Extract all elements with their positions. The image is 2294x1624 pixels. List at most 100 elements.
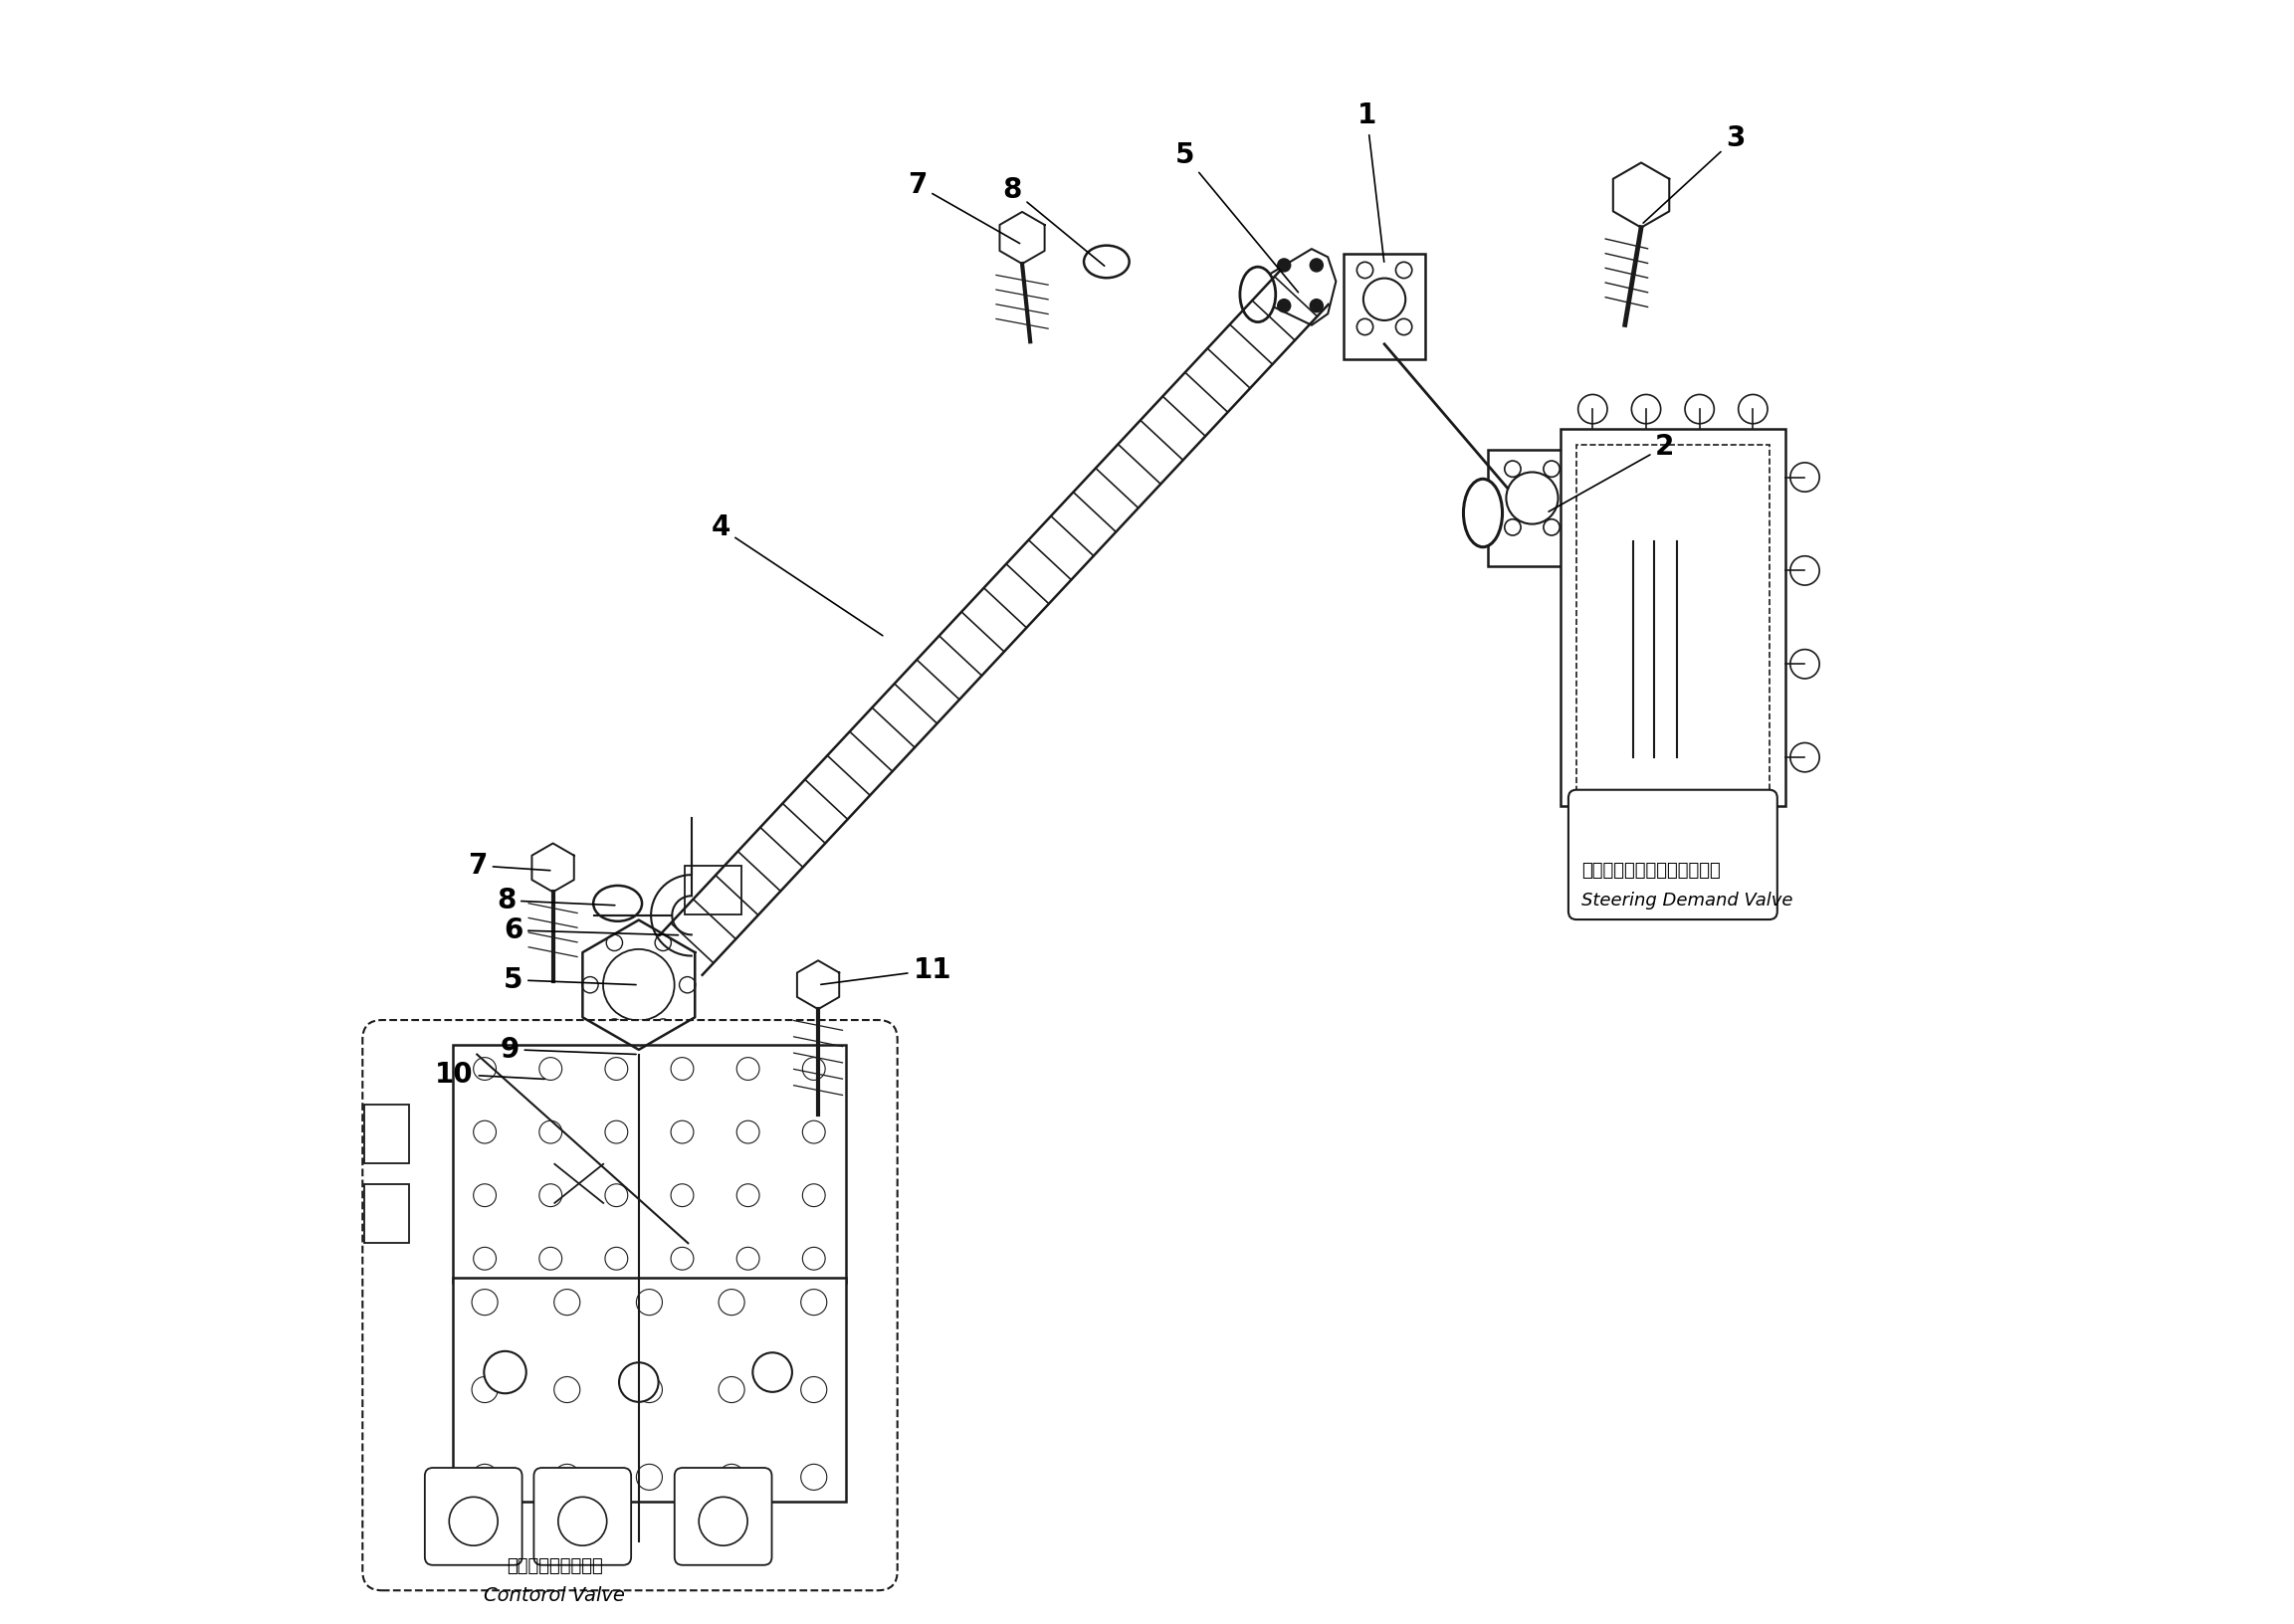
- Circle shape: [1739, 395, 1769, 424]
- Circle shape: [718, 1465, 746, 1491]
- Circle shape: [635, 1377, 663, 1403]
- Ellipse shape: [594, 885, 642, 921]
- Polygon shape: [532, 843, 574, 892]
- Circle shape: [603, 948, 674, 1020]
- Circle shape: [473, 1184, 496, 1207]
- Circle shape: [736, 1121, 759, 1143]
- FancyBboxPatch shape: [362, 1020, 897, 1590]
- Circle shape: [606, 1184, 629, 1207]
- Text: Steering Demand Valve: Steering Demand Valve: [1581, 892, 1794, 909]
- Text: 8: 8: [1002, 175, 1103, 266]
- Circle shape: [555, 1465, 580, 1491]
- Circle shape: [1310, 299, 1324, 312]
- Circle shape: [700, 1497, 748, 1546]
- Circle shape: [1278, 299, 1292, 312]
- Circle shape: [484, 1351, 525, 1393]
- Circle shape: [473, 1121, 496, 1143]
- Circle shape: [473, 1289, 498, 1315]
- Circle shape: [803, 1057, 826, 1080]
- FancyBboxPatch shape: [1569, 789, 1778, 919]
- Bar: [365, 1104, 408, 1163]
- Circle shape: [635, 1289, 663, 1315]
- Circle shape: [1356, 261, 1374, 278]
- Polygon shape: [796, 960, 840, 1009]
- Text: コントロールバルブ: コントロールバルブ: [507, 1557, 603, 1575]
- Text: ステアリングデマンドバルブ: ステアリングデマンドバルブ: [1581, 862, 1720, 880]
- Circle shape: [606, 1018, 622, 1034]
- Circle shape: [539, 1247, 562, 1270]
- Text: 1: 1: [1358, 102, 1383, 261]
- Bar: [1489, 450, 1576, 567]
- Circle shape: [1505, 520, 1521, 536]
- Circle shape: [619, 1363, 658, 1402]
- Ellipse shape: [1241, 266, 1275, 322]
- Circle shape: [670, 1057, 693, 1080]
- Text: 6: 6: [502, 916, 679, 944]
- Circle shape: [679, 976, 695, 992]
- Circle shape: [736, 1057, 759, 1080]
- Circle shape: [1395, 261, 1413, 278]
- Polygon shape: [583, 921, 695, 1049]
- Circle shape: [1631, 395, 1661, 424]
- Circle shape: [1395, 318, 1413, 335]
- Circle shape: [473, 1465, 498, 1491]
- Circle shape: [557, 1497, 608, 1546]
- FancyBboxPatch shape: [674, 1468, 771, 1566]
- Bar: [365, 1184, 408, 1242]
- Circle shape: [473, 1247, 496, 1270]
- Polygon shape: [1000, 211, 1044, 263]
- Circle shape: [1505, 461, 1521, 477]
- Circle shape: [670, 1121, 693, 1143]
- Circle shape: [670, 1247, 693, 1270]
- Circle shape: [736, 1184, 759, 1207]
- Circle shape: [752, 1353, 791, 1392]
- FancyBboxPatch shape: [424, 1468, 523, 1566]
- Circle shape: [1310, 258, 1324, 271]
- FancyBboxPatch shape: [535, 1468, 631, 1566]
- Ellipse shape: [1464, 479, 1503, 547]
- Circle shape: [606, 1121, 629, 1143]
- Circle shape: [801, 1377, 826, 1403]
- Text: 10: 10: [436, 1060, 544, 1088]
- Circle shape: [1684, 395, 1714, 424]
- Circle shape: [1507, 473, 1558, 525]
- Circle shape: [1789, 555, 1819, 585]
- Circle shape: [1278, 258, 1292, 271]
- Bar: [452, 1278, 846, 1502]
- Circle shape: [1356, 318, 1374, 335]
- Circle shape: [450, 1497, 498, 1546]
- Circle shape: [656, 1018, 672, 1034]
- Circle shape: [635, 1465, 663, 1491]
- Circle shape: [801, 1465, 826, 1491]
- Text: 5: 5: [502, 966, 635, 994]
- Circle shape: [539, 1184, 562, 1207]
- Circle shape: [803, 1184, 826, 1207]
- Bar: [1344, 253, 1425, 359]
- Circle shape: [736, 1247, 759, 1270]
- Circle shape: [606, 935, 622, 950]
- Circle shape: [539, 1057, 562, 1080]
- Circle shape: [803, 1247, 826, 1270]
- Circle shape: [606, 1057, 629, 1080]
- Circle shape: [1363, 278, 1406, 320]
- Circle shape: [670, 1184, 693, 1207]
- Bar: [452, 1044, 846, 1283]
- Circle shape: [473, 1377, 498, 1403]
- Text: 3: 3: [1643, 125, 1746, 222]
- Circle shape: [1544, 520, 1560, 536]
- Circle shape: [1578, 395, 1608, 424]
- Circle shape: [718, 1289, 746, 1315]
- Bar: [686, 866, 741, 914]
- Text: 9: 9: [500, 1036, 635, 1064]
- Circle shape: [555, 1377, 580, 1403]
- Text: 7: 7: [908, 171, 1021, 244]
- Ellipse shape: [1083, 245, 1129, 278]
- Text: 11: 11: [821, 957, 952, 984]
- Circle shape: [606, 1247, 629, 1270]
- Text: 7: 7: [468, 851, 551, 880]
- Text: 4: 4: [711, 513, 883, 635]
- Text: Contorol Valve: Contorol Valve: [484, 1587, 624, 1605]
- Circle shape: [656, 935, 672, 950]
- Text: 8: 8: [496, 887, 615, 914]
- Bar: [1576, 445, 1769, 789]
